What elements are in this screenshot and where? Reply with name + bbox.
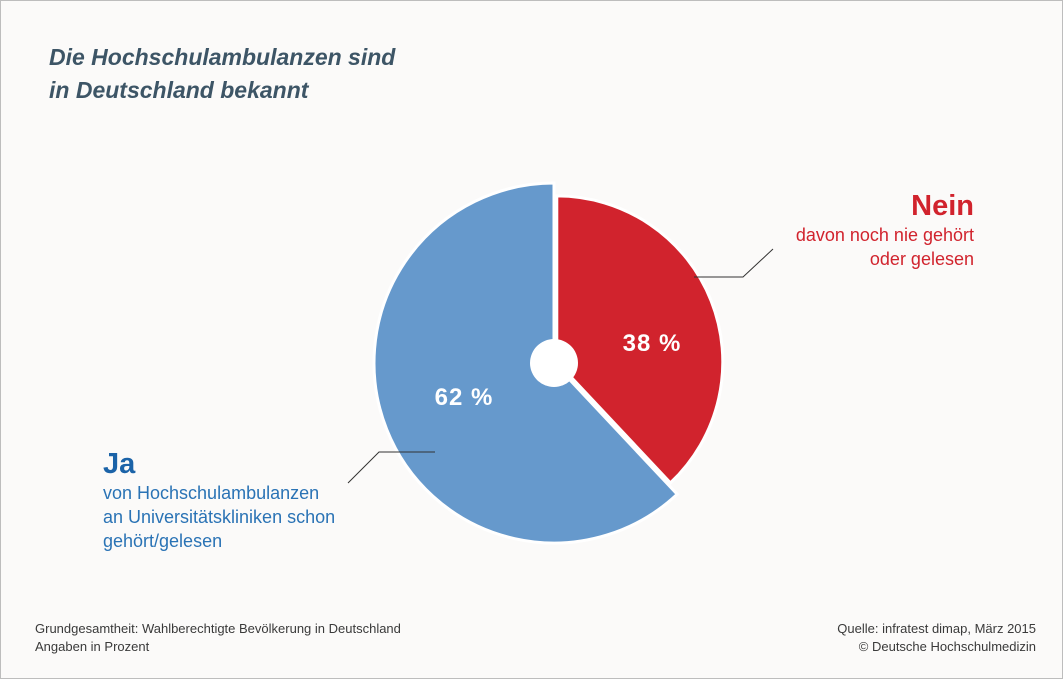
nein-line-1: davon noch nie gehört [795, 225, 974, 245]
data-label-nein: 38 % [623, 330, 682, 357]
footer-note: Grundgesamtheit: Wahlberechtigte Bevölke… [35, 620, 401, 656]
footer-source-line: Quelle: infratest dimap, März 2015 [837, 621, 1036, 636]
data-label-ja: 62 % [435, 384, 494, 411]
leader-line-nein [694, 248, 774, 278]
ja-label: Ja von Hochschulambulanzen an Universitä… [103, 447, 335, 553]
pie-slice-nein [555, 194, 725, 486]
nein-line-2: oder gelesen [869, 249, 974, 269]
title-line-2: in Deutschland bekannt [49, 77, 309, 103]
ja-line-3: gehört/gelesen [103, 531, 223, 551]
ja-line-2: an Universitätskliniken schon [103, 507, 336, 527]
nein-label: Nein davon noch nie gehört oder gelesen [796, 189, 974, 271]
ja-heading: Ja [103, 448, 136, 480]
pie-slice-ja [372, 181, 680, 545]
title-line-1: Die Hochschulambulanzen sind [49, 44, 396, 70]
leader-line-ja [347, 451, 435, 484]
pie-slices [372, 181, 725, 545]
nein-heading: Nein [911, 190, 974, 222]
ja-line-1: von Hochschulambulanzen [103, 483, 320, 503]
footer-unit-note: Angaben in Prozent [35, 639, 150, 654]
footer-population: Grundgesamtheit: Wahlberechtigte Bevölke… [35, 621, 401, 636]
footer-source: Quelle: infratest dimap, März 2015 © Deu… [837, 620, 1036, 656]
footer-copyright: © Deutsche Hochschulmedizin [858, 639, 1036, 654]
center-hole [530, 339, 578, 387]
chart-title: Die Hochschulambulanzen sind in Deutschl… [49, 41, 395, 107]
